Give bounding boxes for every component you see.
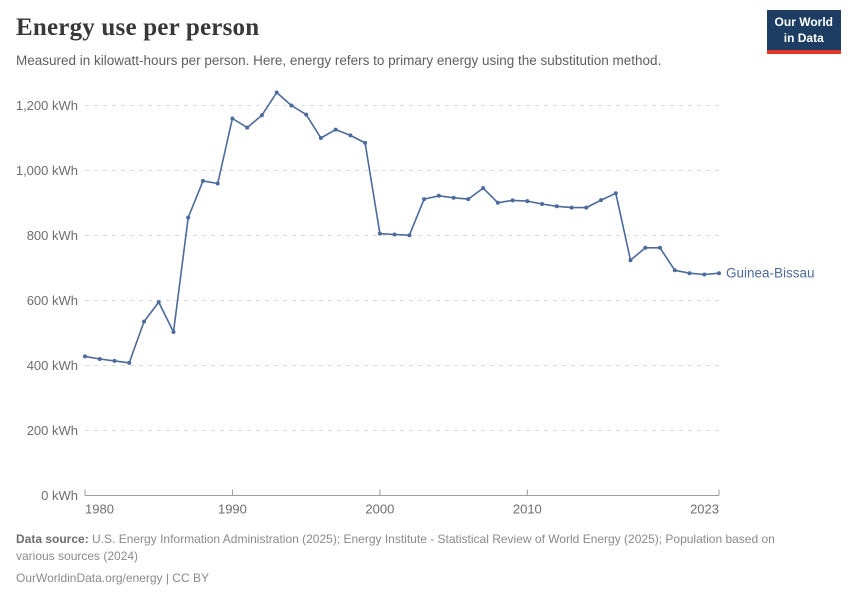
data-point: [201, 178, 205, 183]
data-point: [392, 232, 397, 237]
data-point: [230, 116, 235, 121]
data-point: [245, 125, 250, 130]
data-point: [717, 271, 721, 276]
data-point: [643, 245, 648, 250]
data-point: [377, 231, 382, 236]
data-point: [186, 215, 191, 220]
data-point: [584, 205, 589, 210]
data-point: [304, 112, 309, 117]
data-point: [569, 205, 574, 210]
data-point: [348, 133, 353, 138]
data-point: [407, 233, 412, 238]
data-point: [142, 319, 146, 324]
entity-label: Guinea-Bissau: [726, 266, 815, 281]
x-axis-tick-label: 2010: [513, 502, 542, 517]
data-point: [156, 300, 161, 305]
y-axis-tick-label: 0 kWh: [41, 488, 78, 503]
x-axis-tick-label: 1980: [85, 502, 114, 517]
owid-logo: Our World in Data: [766, 10, 841, 55]
data-point: [540, 202, 545, 206]
owid-logo-line1: Our World: [774, 15, 833, 29]
data-point: [628, 258, 633, 263]
chart-footer: Data source: U.S. Energy Information Adm…: [16, 531, 816, 587]
y-axis-tick-label: 600 kWh: [27, 293, 78, 308]
data-point: [333, 127, 338, 132]
data-point: [554, 204, 559, 209]
data-point: [525, 199, 530, 204]
chart-subtitle: Measured in kilowatt-hours per person. H…: [16, 53, 662, 68]
data-point: [215, 181, 220, 186]
license-link[interactable]: OurWorldinData.org/energy | CC BY: [16, 571, 209, 586]
data-point: [451, 195, 456, 200]
data-point: [599, 198, 603, 203]
data-point: [171, 330, 176, 334]
data-point: [436, 193, 441, 198]
data-point: [702, 272, 707, 277]
data-source-line: Data source: U.S. Energy Information Adm…: [16, 531, 816, 564]
data-point: [112, 358, 117, 363]
data-point: [422, 197, 427, 202]
data-point: [687, 271, 692, 276]
x-axis-tick-label: 1990: [218, 502, 247, 517]
data-point: [481, 186, 486, 191]
owid-logo-line2: in Data: [783, 30, 824, 45]
data-point: [318, 136, 323, 140]
data-point: [495, 200, 500, 205]
x-axis-tick-label: 2000: [365, 502, 394, 517]
data-source-label: Data source:: [16, 532, 89, 546]
data-point: [466, 197, 471, 202]
page-title: Energy use per person: [16, 14, 260, 41]
data-point: [672, 268, 677, 273]
y-axis-tick-label: 200 kWh: [27, 423, 78, 438]
data-point: [613, 191, 618, 196]
data-point: [259, 113, 264, 118]
data-point: [97, 357, 102, 361]
y-axis-tick-label: 800 kWh: [27, 228, 78, 243]
data-point: [289, 103, 294, 108]
y-axis-tick-label: 1,200 kWh: [16, 98, 78, 113]
data-series-line: [84, 91, 720, 364]
data-point: [274, 90, 279, 95]
data-point: [510, 198, 515, 203]
data-point: [363, 140, 368, 145]
y-axis-tick-label: 400 kWh: [27, 358, 78, 373]
data-source-text: U.S. Energy Information Administration (…: [16, 532, 775, 563]
data-point: [658, 245, 662, 250]
data-point: [127, 360, 132, 365]
data-point: [83, 354, 87, 359]
x-axis-tick-label: 2023: [690, 502, 719, 517]
y-axis-tick-label: 1,000 kWh: [16, 163, 78, 178]
